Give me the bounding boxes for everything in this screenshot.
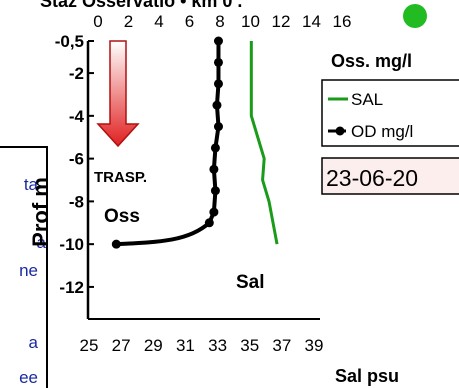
od-point <box>209 164 219 174</box>
top-tick-label: 0 <box>93 12 102 31</box>
plot-area <box>86 41 320 320</box>
bottom-tick-label: 37 <box>272 336 291 355</box>
top-axis-label: Oss. mg/l <box>331 51 412 71</box>
top-tick-label: 10 <box>241 12 260 31</box>
y-tick-label: -6 <box>69 150 84 169</box>
side-panel-line: a <box>29 333 39 352</box>
side-panel-line: ee <box>19 368 38 387</box>
od-point <box>210 186 220 196</box>
date-box <box>321 157 459 195</box>
transparency-arrow <box>96 40 140 148</box>
od-point <box>209 207 219 217</box>
y-tick-label: -4 <box>69 107 85 126</box>
side-panel-line: a <box>37 233 47 252</box>
status-dot <box>403 4 427 28</box>
od-point <box>212 100 222 110</box>
side-panel-line: ne <box>19 261 38 280</box>
series-line-od-mg-l <box>116 41 221 247</box>
od-point <box>213 79 223 89</box>
od-point <box>210 143 220 153</box>
y-tick-label: -12 <box>59 278 84 297</box>
y-tick-label: -0,5 <box>55 32 84 51</box>
y-tick-label: -8 <box>69 192 84 211</box>
bottom-tick-label: 35 <box>240 336 259 355</box>
date-label: 23-06-20 <box>326 165 418 191</box>
legend: Oss. mg/l SAL OD mg/l <box>321 51 459 147</box>
top-tick-label: 8 <box>215 12 224 31</box>
bottom-tick-label: 27 <box>112 336 131 355</box>
od-point <box>204 218 214 228</box>
chart-title: Staz Osservatio • km 0 . <box>40 0 242 11</box>
top-tick-label: 16 <box>333 12 352 31</box>
top-tick-label: 12 <box>272 12 291 31</box>
bottom-axis-ticks: 25 27 29 31 33 35 37 39 <box>80 336 324 355</box>
top-tick-label: 14 <box>302 12 321 31</box>
top-tick-label: 6 <box>185 12 194 31</box>
legend-od-label: OD mg/l <box>351 122 413 141</box>
top-axis-ticks: 0 2 4 6 8 10 12 14 16 <box>93 12 351 31</box>
y-axis-ticks: -0,5 -2 -4 -6 -8 -10 -12 <box>55 32 94 297</box>
legend-sal-label: SAL <box>351 90 383 109</box>
y-tick-label: -10 <box>59 235 84 254</box>
y-axis-label: Prof m <box>28 177 53 247</box>
bottom-axis-label: Sal psu <box>335 366 399 386</box>
bottom-tick-label: 31 <box>176 336 195 355</box>
legend-od-marker <box>335 126 345 136</box>
bottom-tick-label: 33 <box>208 336 227 355</box>
trasp-label: TRASP. <box>94 169 147 186</box>
od-point <box>213 57 223 67</box>
y-tick-label: -2 <box>69 64 84 83</box>
bottom-tick-label: 29 <box>144 336 163 355</box>
bottom-tick-label: 25 <box>80 336 99 355</box>
od-point <box>213 122 223 132</box>
side-panel-text: ta a ne a ee <box>19 175 46 387</box>
side-panel-line: ta <box>24 175 39 194</box>
side-panel-box <box>0 146 48 388</box>
od-point <box>213 36 223 46</box>
top-tick-label: 4 <box>154 12 163 31</box>
series-group <box>111 36 279 249</box>
oss-label: Oss <box>104 206 140 227</box>
legend-box <box>321 79 459 147</box>
sal-label: Sal <box>236 272 265 293</box>
series-line-sal <box>249 41 279 245</box>
od-point <box>111 239 121 249</box>
bottom-tick-label: 39 <box>305 336 324 355</box>
top-tick-label: 2 <box>124 12 133 31</box>
